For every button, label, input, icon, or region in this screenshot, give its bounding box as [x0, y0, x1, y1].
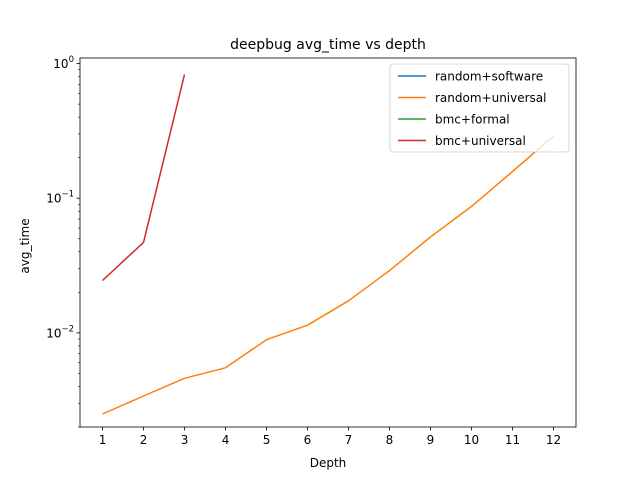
x-tick-label: 12: [546, 433, 561, 447]
y-axis: 10−2 10−1 100: [46, 55, 80, 428]
legend-box: [389, 63, 570, 153]
axes-frame: [79, 57, 577, 428]
y-tick-label: 100: [53, 55, 74, 71]
x-tick-label: 3: [181, 433, 189, 447]
y-tick-label: 10−1: [46, 190, 74, 206]
chart-title: deepbug avg_time vs depth: [230, 37, 426, 53]
legend-label: bmc+formal: [435, 113, 510, 127]
x-tick-label: 4: [222, 433, 230, 447]
plot-area: [79, 57, 577, 428]
y-tick-label: 10−2: [46, 324, 74, 340]
x-axis-label: Depth: [310, 456, 347, 470]
x-tick-label: 10: [464, 433, 479, 447]
x-tick-label: 8: [386, 433, 394, 447]
x-tick-label: 1: [99, 433, 107, 447]
x-tick-label: 6: [304, 433, 312, 447]
legend-label: random+software: [435, 70, 543, 84]
series-line-bmc-universal: [101, 74, 186, 282]
series-line-random-universal: [102, 135, 554, 415]
x-tick-label: 11: [505, 433, 520, 447]
series-lines: [101, 74, 554, 415]
y-axis-label: avg_time: [18, 218, 32, 273]
x-tick-label: 9: [427, 433, 435, 447]
x-axis: 1 2 3 4 5 6 7 8 9 10 11 12: [99, 427, 561, 447]
legend: random+software random+universal bmc+forma…: [389, 63, 570, 153]
x-tick-label: 2: [140, 433, 148, 447]
legend-label: random+universal: [435, 91, 547, 105]
legend-label: bmc+universal: [435, 134, 526, 148]
x-tick-label: 7: [345, 433, 353, 447]
x-tick-label: 5: [263, 433, 271, 447]
